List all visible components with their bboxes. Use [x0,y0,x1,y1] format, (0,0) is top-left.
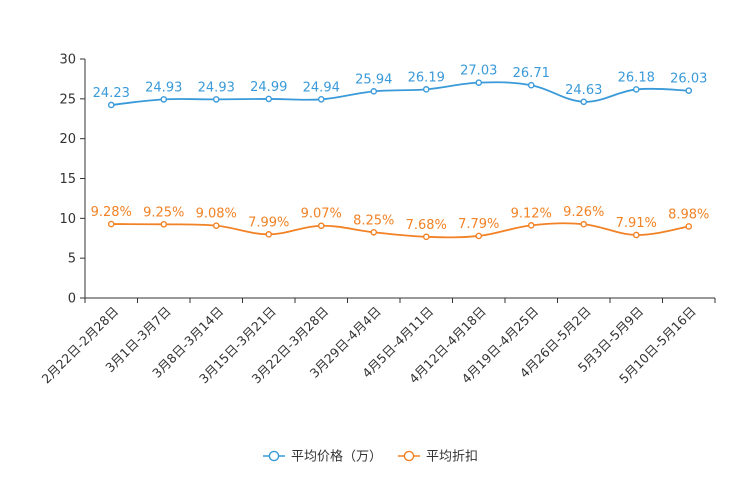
data-point[interactable] [475,232,483,240]
data-point[interactable] [422,86,430,93]
data-point[interactable] [160,96,168,103]
legend-label: 平均价格（万） [291,449,382,465]
data-point[interactable] [212,96,220,103]
data-point[interactable] [580,98,588,106]
data-point[interactable] [370,228,378,236]
data-label: 7.68% [406,218,447,233]
series-2: 9.28% 9.25% 9.08% 7.99% 9.07% 8.25% 7.68% 7.79%… [91,205,709,241]
data-label: 8.98% [668,207,709,222]
data-point[interactable] [685,87,693,94]
data-point[interactable] [580,220,588,228]
series-line [111,222,689,239]
data-point[interactable] [632,231,640,239]
data-point[interactable] [422,233,430,241]
data-point[interactable] [632,86,640,93]
x-axis-ticks: 2月22日-2月28日3月1日-3月7日3月8日-3月14日3月15日-3月21… [38,298,716,387]
data-point[interactable] [107,101,115,109]
data-label: 7.79% [458,217,499,232]
x-tick-label: 2月22日-2月28日 [38,304,121,387]
data-point[interactable] [317,222,325,230]
data-point[interactable] [527,222,535,229]
series-layer: 24.23 24.93 24.93 24.99 24.94 25.94 26.19 27.03… [91,64,709,241]
data-point[interactable] [475,79,483,86]
data-label: 26.19 [408,70,445,85]
legend-marker-icon [268,450,280,462]
data-point[interactable] [265,231,273,238]
data-label: 9.07% [301,207,342,222]
series-line [111,81,689,106]
legend[interactable]: 平均价格（万） 平均折扣 [263,449,478,465]
data-label: 27.03 [460,64,497,79]
y-tick-label: 5 [68,252,76,267]
legend-item-1[interactable]: 平均价格（万） [263,449,382,465]
series-1: 24.23 24.93 24.93 24.99 24.94 25.94 26.19 27.03… [93,64,707,109]
data-label: 26.18 [618,70,655,85]
data-label: 26.03 [670,72,707,87]
data-point[interactable] [685,223,693,230]
y-tick-label: 20 [59,132,76,147]
y-tick-label: 10 [59,212,76,227]
data-point[interactable] [160,221,168,228]
data-point[interactable] [370,88,378,95]
data-point[interactable] [317,96,325,103]
data-point[interactable] [107,220,115,228]
legend-item-2[interactable]: 平均折扣 [398,450,478,465]
data-label: 24.23 [93,86,130,101]
data-label: 7.91% [616,216,657,231]
y-tick-label: 15 [59,172,76,187]
data-label: 9.12% [511,206,552,221]
data-point[interactable] [265,95,273,103]
y-tick-label: 25 [59,92,76,107]
legend-marker-icon [403,450,415,462]
data-label: 9.26% [563,205,604,220]
y-axis-ticks: 0 5 10 15 20 25 30 [59,53,85,307]
legend-label: 平均折扣 [426,450,478,465]
y-tick-label: 0 [68,292,76,307]
data-label: 24.93 [145,80,182,95]
data-label: 9.08% [196,207,237,222]
y-tick-label: 30 [59,53,76,68]
data-label: 9.25% [143,205,184,220]
data-label: 7.99% [248,215,289,230]
data-label: 25.94 [355,72,392,87]
data-point[interactable] [527,81,535,89]
data-point[interactable] [212,222,220,229]
data-label: 24.94 [303,80,340,95]
data-label: 24.93 [198,80,235,95]
data-label: 9.28% [91,205,132,220]
data-label: 24.99 [250,80,287,95]
data-label: 24.63 [565,83,602,98]
data-label: 26.71 [513,66,550,81]
data-label: 8.25% [353,213,394,228]
